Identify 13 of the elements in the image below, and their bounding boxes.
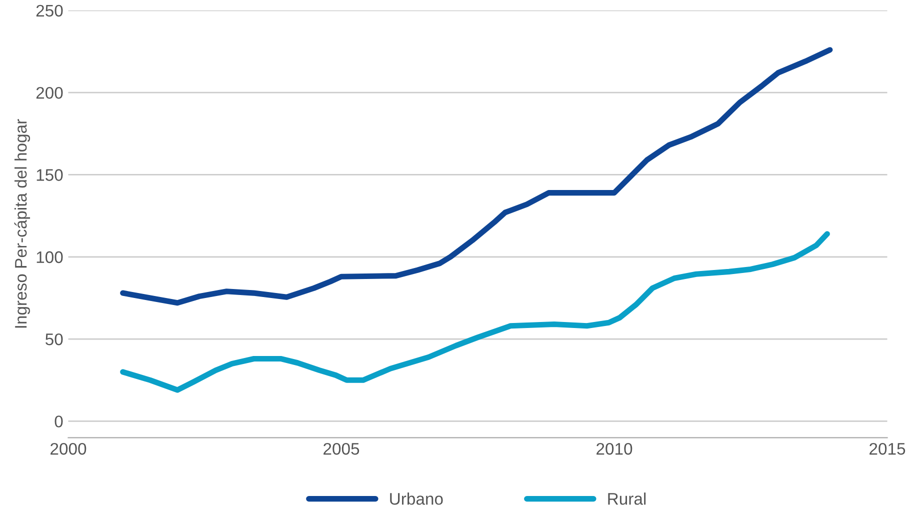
y-tick-label: 250 [36, 4, 63, 17]
legend-label: Rural [608, 492, 646, 505]
y-tick-label: 200 [36, 86, 63, 99]
x-tick-label: 2010 [596, 442, 632, 455]
y-tick-label: 50 [46, 333, 63, 346]
x-tick-label: 2015 [870, 442, 906, 455]
legend-label: Urbano [390, 492, 443, 505]
y-tick-label: 100 [36, 251, 63, 264]
x-tick-label: 2005 [324, 442, 360, 455]
y-tick-label: 0 [54, 416, 63, 428]
x-tick-label: 2000 [50, 442, 86, 455]
y-axis-title: Ingreso Per-cápita del hogar [14, 119, 30, 328]
y-tick-label: 150 [36, 169, 63, 181]
